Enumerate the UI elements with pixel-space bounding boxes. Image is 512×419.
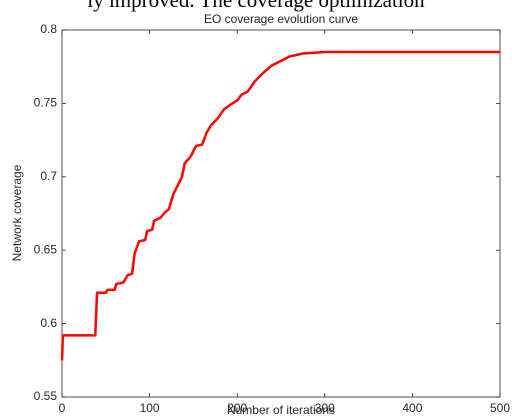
y-tick-label: 0.65 [34,242,58,256]
y-tick-label: 0.75 [34,96,58,110]
y-axis-label: Network coverage [10,164,24,261]
x-tick-label: 0 [59,401,66,415]
y-tick-label: 0.6 [40,316,57,330]
x-tick-label: 100 [140,401,160,415]
x-tick-label: 400 [402,401,422,415]
x-tick-label: 200 [227,401,247,415]
page-text-fragment: ly improved. The coverage optimization [87,0,425,12]
plot-frame [61,29,501,398]
y-tick-label: 0.55 [34,389,58,403]
x-axis-label: Number of iterations [227,403,335,417]
y-tick-label: 0.7 [40,169,57,183]
x-tick-label: 300 [315,401,335,415]
data-line [60,50,500,361]
y-tick-label: 0.8 [40,22,57,36]
chart-title: EO coverage evolution curve [204,12,358,26]
x-tick-label: 500 [490,401,510,415]
